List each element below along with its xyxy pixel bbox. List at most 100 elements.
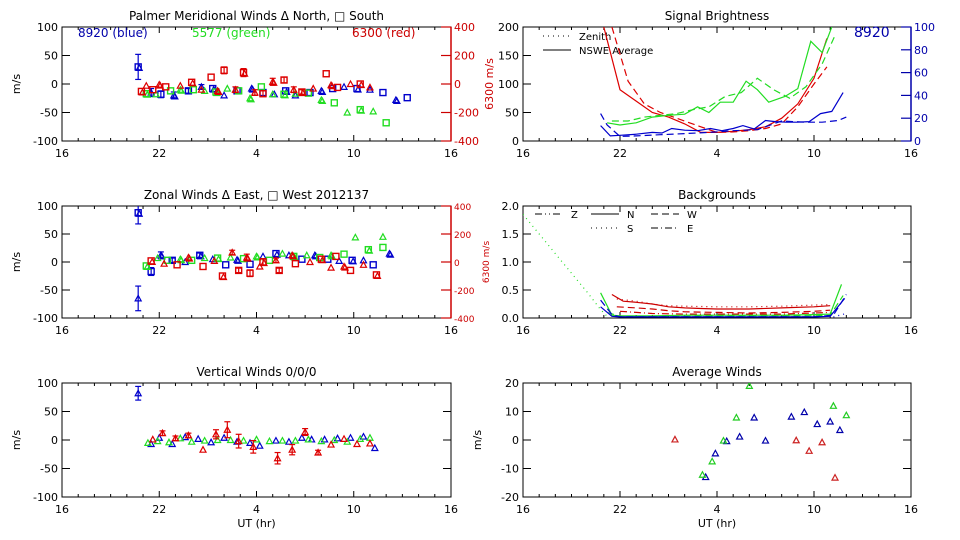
y-tick-label: 20 <box>505 377 519 390</box>
right-y-tick-label: -400 <box>454 315 475 325</box>
data-point <box>318 87 327 95</box>
data-point <box>164 438 173 446</box>
x-tick-label: 16 <box>516 503 530 516</box>
x-tick-label: 22 <box>613 324 627 337</box>
data-layer <box>134 206 395 312</box>
data-point <box>842 410 851 419</box>
data-point <box>222 261 230 269</box>
x-tick-label: 16 <box>904 147 918 160</box>
data-point <box>735 432 744 440</box>
data-point <box>257 83 266 91</box>
right-y-tick-label: 20 <box>914 112 928 125</box>
legend-label: Zenith <box>579 32 611 43</box>
data-point <box>365 246 374 254</box>
y-tick-label: 50 <box>44 50 58 63</box>
data-point <box>291 259 300 268</box>
y-tick-label: -50 <box>40 284 58 297</box>
right-y-tick-label: 80 <box>914 44 928 57</box>
chart-meridional: Palmer Meridional Winds Δ North, □ South… <box>10 9 496 160</box>
data-point <box>200 436 209 444</box>
data-point <box>365 439 374 447</box>
series-line <box>606 27 833 126</box>
y-tick-label: 150 <box>498 50 519 63</box>
x-tick-label: 10 <box>807 147 821 160</box>
y-tick-label: 0 <box>51 434 58 447</box>
data-point <box>670 435 679 443</box>
data-point <box>351 233 360 241</box>
y-axis-label: m/s <box>10 74 23 94</box>
data-point <box>168 256 176 265</box>
data-point <box>386 250 395 258</box>
data-point <box>259 258 268 267</box>
data-point <box>213 435 222 444</box>
x-axis-label: UT (hr) <box>698 517 736 530</box>
data-point <box>176 434 185 442</box>
data-point <box>698 470 707 478</box>
data-layer <box>670 383 851 481</box>
data-point <box>187 437 196 445</box>
y-tick-label: 200 <box>498 21 519 34</box>
data-point <box>346 433 355 441</box>
data-point <box>290 253 299 261</box>
data-point <box>189 85 197 94</box>
data-point <box>246 260 254 268</box>
chart-zonal: Zonal Winds Δ East, □ West 2012137 16 22 4 1… <box>10 188 492 337</box>
x-tick-label: 22 <box>152 324 166 337</box>
data-point <box>330 99 338 107</box>
data-point <box>219 272 228 281</box>
data-point <box>185 254 194 262</box>
data-point <box>250 88 259 96</box>
chart-title: Vertical Winds 0/0/0 <box>197 365 317 379</box>
x-tick-label: 10 <box>347 503 361 516</box>
x-tick-label: 16 <box>444 324 458 337</box>
chart-title: Signal Brightness <box>665 9 770 23</box>
data-point <box>197 82 206 90</box>
data-point <box>357 80 366 89</box>
y-tick-label: -50 <box>40 107 58 120</box>
y-tick-label: 1.5 <box>502 228 520 241</box>
plot-frame <box>522 382 912 498</box>
data-point <box>320 435 329 443</box>
series-line <box>606 295 844 317</box>
data-point <box>220 66 228 75</box>
wavelength-annotation: 8920 <box>854 25 890 41</box>
data-point <box>353 85 363 93</box>
data-point <box>249 442 258 450</box>
data-point <box>346 79 355 88</box>
data-layer <box>134 385 379 465</box>
y-tick-label: 0.0 <box>502 312 520 325</box>
data-point <box>732 413 741 421</box>
data-point <box>318 255 327 264</box>
data-point <box>800 407 809 416</box>
y-tick-label: 0 <box>51 78 58 91</box>
data-point <box>223 84 232 92</box>
legend-label: NSWE Average <box>579 46 653 57</box>
x-tick-label: 4 <box>253 147 260 160</box>
data-point <box>158 428 167 437</box>
data-point <box>818 438 827 446</box>
y-tick-label: 100 <box>498 78 519 91</box>
x-tick-label: 16 <box>55 147 69 160</box>
data-point <box>226 253 235 261</box>
data-point <box>314 448 323 456</box>
data-point <box>333 434 342 442</box>
data-point <box>234 256 243 264</box>
data-point <box>304 435 313 443</box>
y-axis-label: m/s <box>471 430 484 450</box>
data-point <box>188 79 197 87</box>
series-line <box>619 310 831 315</box>
data-point <box>259 89 267 98</box>
data-point <box>268 90 277 98</box>
data-point <box>289 85 298 93</box>
data-point <box>143 438 152 446</box>
y-tick-label: -10 <box>501 463 519 476</box>
series-line <box>523 214 608 317</box>
x-tick-label: 10 <box>347 324 361 337</box>
data-point <box>346 266 355 275</box>
x-tick-label: 22 <box>152 147 166 160</box>
data-point <box>829 401 838 409</box>
data-point <box>341 263 350 271</box>
plot-frame <box>61 26 452 142</box>
data-point <box>330 435 339 444</box>
